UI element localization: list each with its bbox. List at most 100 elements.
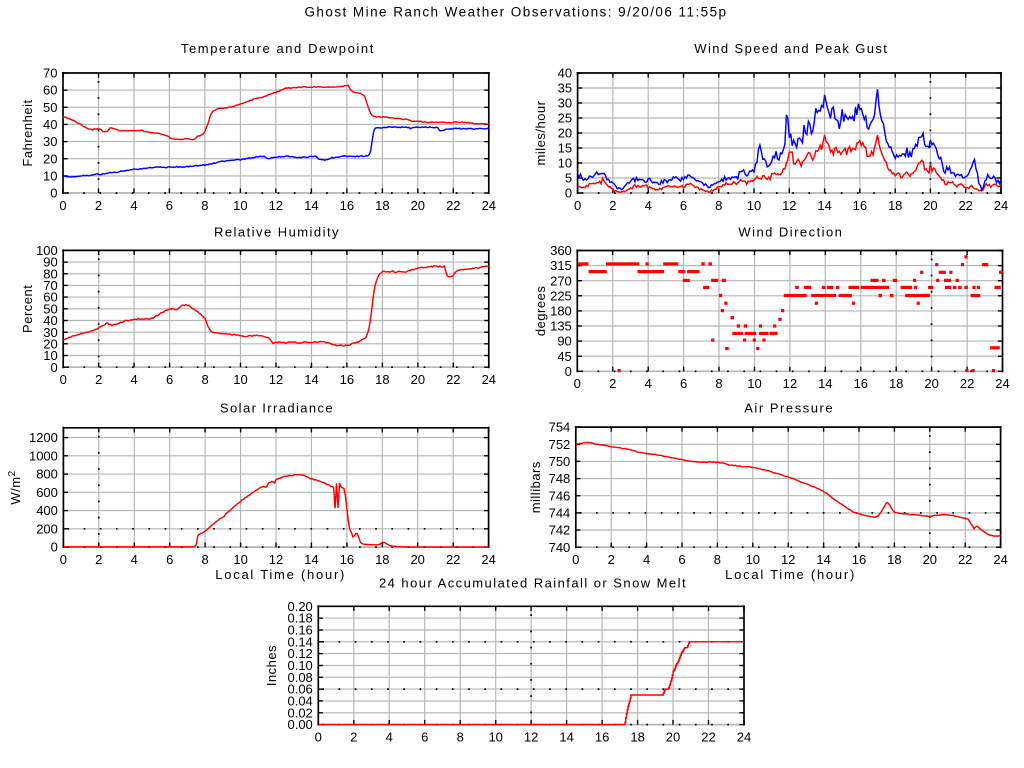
svg-text:24: 24 [481, 552, 495, 567]
svg-text:16: 16 [340, 372, 354, 387]
svg-text:22: 22 [958, 198, 972, 213]
svg-text:22: 22 [960, 376, 974, 391]
svg-text:10: 10 [43, 169, 57, 184]
svg-text:4: 4 [130, 372, 137, 387]
svg-text:16: 16 [340, 198, 354, 213]
svg-text:90: 90 [557, 334, 571, 349]
svg-text:2: 2 [350, 729, 357, 744]
svg-text:10: 10 [43, 348, 57, 363]
svg-text:2: 2 [95, 552, 102, 567]
svg-text:0.16: 0.16 [287, 623, 312, 638]
svg-text:0: 0 [574, 376, 581, 391]
svg-text:22: 22 [446, 552, 460, 567]
svg-text:18: 18 [887, 552, 901, 567]
svg-text:0.00: 0.00 [287, 717, 312, 732]
svg-text:90: 90 [43, 255, 57, 270]
svg-text:6: 6 [166, 552, 173, 567]
svg-text:0.04: 0.04 [287, 694, 312, 709]
svg-text:18: 18 [375, 552, 389, 567]
svg-text:360: 360 [550, 243, 572, 258]
svg-text:8: 8 [201, 552, 208, 567]
svg-text:0.18: 0.18 [287, 611, 312, 626]
svg-text:2: 2 [609, 198, 616, 213]
svg-text:14: 14 [818, 376, 832, 391]
svg-text:Percent: Percent [20, 285, 35, 333]
svg-text:742: 742 [549, 523, 571, 538]
svg-text:5: 5 [565, 171, 572, 186]
svg-text:24: 24 [994, 198, 1008, 213]
svg-text:0.06: 0.06 [287, 682, 312, 697]
svg-text:10: 10 [558, 156, 572, 171]
svg-text:22: 22 [958, 552, 972, 567]
svg-text:30: 30 [558, 96, 572, 111]
svg-text:0: 0 [565, 186, 572, 201]
svg-text:22: 22 [446, 372, 460, 387]
svg-text:Temperature and Dewpoint: Temperature and Dewpoint [181, 41, 375, 56]
svg-text:0.10: 0.10 [287, 658, 312, 673]
svg-text:14: 14 [304, 372, 318, 387]
svg-text:16: 16 [595, 729, 609, 744]
svg-text:20: 20 [411, 198, 425, 213]
svg-text:degrees: degrees [533, 286, 548, 336]
svg-text:4: 4 [645, 198, 652, 213]
svg-text:70: 70 [43, 278, 57, 293]
svg-text:748: 748 [549, 471, 571, 486]
svg-text:744: 744 [549, 506, 571, 521]
svg-text:14: 14 [816, 552, 830, 567]
svg-text:0: 0 [574, 198, 581, 213]
svg-text:24: 24 [482, 198, 496, 213]
svg-text:0: 0 [572, 552, 579, 567]
svg-text:0: 0 [51, 540, 58, 555]
svg-text:50: 50 [43, 301, 57, 316]
svg-text:4: 4 [130, 198, 137, 213]
svg-text:20: 20 [923, 552, 937, 567]
svg-text:10: 10 [488, 729, 502, 744]
svg-text:0.14: 0.14 [287, 634, 312, 649]
svg-text:24: 24 [482, 372, 496, 387]
svg-text:80: 80 [43, 266, 57, 281]
svg-text:754: 754 [549, 420, 571, 435]
svg-text:6: 6 [166, 198, 173, 213]
svg-text:752: 752 [549, 437, 571, 452]
svg-text:20: 20 [924, 376, 938, 391]
svg-text:4: 4 [131, 552, 138, 567]
svg-text:0: 0 [315, 729, 322, 744]
svg-text:10: 10 [747, 198, 761, 213]
svg-text:6: 6 [421, 729, 428, 744]
svg-text:25: 25 [558, 111, 572, 126]
svg-text:Ghost Mine Ranch Weather Obser: Ghost Mine Ranch Weather Observations: 9… [304, 5, 727, 20]
svg-text:6: 6 [680, 376, 687, 391]
svg-text:10: 10 [233, 198, 247, 213]
svg-text:20: 20 [666, 729, 680, 744]
svg-text:16: 16 [854, 376, 868, 391]
svg-text:16: 16 [852, 552, 866, 567]
svg-text:200: 200 [36, 521, 58, 536]
svg-text:225: 225 [550, 288, 572, 303]
svg-text:24 hour Accumulated Rainfall o: 24 hour Accumulated Rainfall or Snow Mel… [379, 576, 687, 591]
svg-text:12: 12 [269, 552, 283, 567]
svg-text:20: 20 [411, 372, 425, 387]
svg-text:50: 50 [43, 100, 57, 115]
svg-text:14: 14 [304, 552, 318, 567]
svg-text:15: 15 [558, 141, 572, 156]
svg-text:14: 14 [304, 198, 318, 213]
svg-text:800: 800 [36, 467, 58, 482]
svg-text:24: 24 [737, 729, 751, 744]
svg-text:20: 20 [923, 198, 937, 213]
svg-text:12: 12 [781, 552, 795, 567]
svg-text:0.20: 0.20 [287, 599, 312, 614]
svg-text:14: 14 [817, 198, 831, 213]
svg-text:Inches: Inches [264, 645, 279, 686]
svg-text:10: 10 [233, 372, 247, 387]
svg-text:12: 12 [524, 729, 538, 744]
svg-text:Fahrenheit: Fahrenheit [20, 99, 35, 166]
svg-text:35: 35 [558, 81, 572, 96]
svg-text:8: 8 [715, 198, 722, 213]
svg-text:4: 4 [645, 376, 652, 391]
svg-text:6: 6 [678, 552, 685, 567]
svg-text:270: 270 [550, 273, 572, 288]
svg-text:70: 70 [43, 66, 57, 81]
svg-text:16: 16 [853, 198, 867, 213]
svg-text:40: 40 [43, 117, 57, 132]
svg-text:60: 60 [43, 83, 57, 98]
